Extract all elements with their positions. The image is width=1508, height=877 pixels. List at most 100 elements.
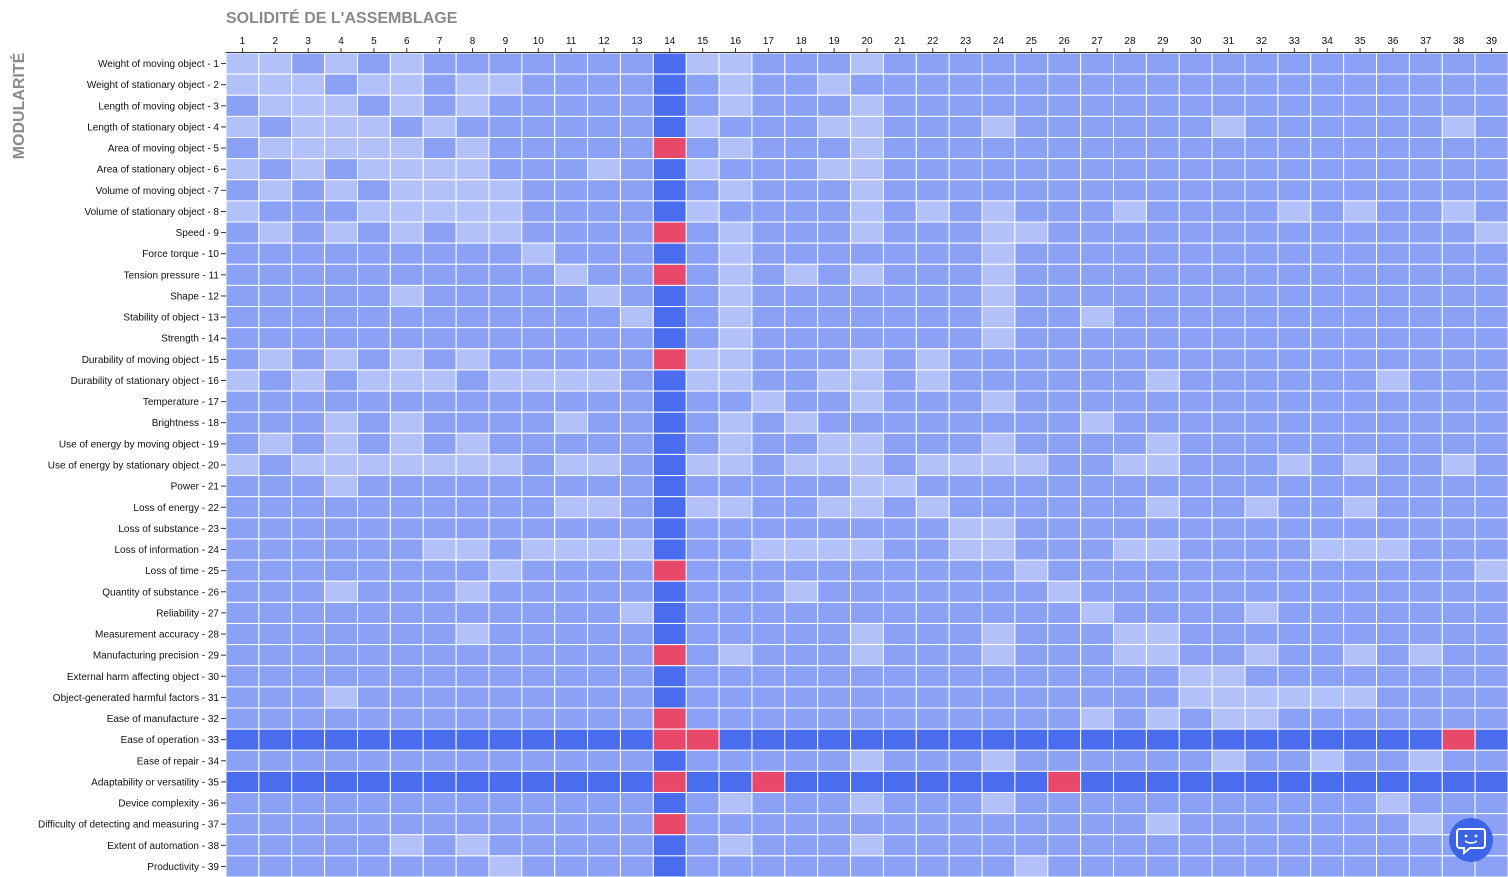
heat-cell — [948, 327, 983, 350]
heat-cell — [1474, 432, 1508, 455]
heat-cell — [817, 242, 852, 265]
heat-cell — [1343, 538, 1378, 561]
heat-cell — [1310, 158, 1345, 181]
heat-cell — [1310, 855, 1345, 877]
heat-cell — [554, 327, 589, 350]
heat-cell — [1014, 644, 1049, 667]
x-tick-label: 38 — [1453, 36, 1465, 47]
heat-cell — [324, 369, 358, 392]
heat-cell — [225, 52, 260, 75]
heat-cell — [850, 749, 884, 772]
heat-cell — [258, 411, 293, 434]
heat-cell — [1376, 348, 1410, 371]
y-tick-label: Quantity of substance - 26 — [102, 587, 219, 598]
heat-cell — [1474, 622, 1508, 646]
heat-cell — [1145, 348, 1180, 371]
heat-cell — [1343, 432, 1378, 455]
heat-cell — [619, 622, 654, 646]
heat-cell — [981, 475, 1016, 498]
heat-cell — [488, 327, 523, 350]
heat-cell — [685, 601, 720, 624]
heat-cell — [225, 707, 260, 730]
heat-cell — [258, 834, 293, 857]
heat-cell — [652, 580, 687, 603]
heat-cell — [619, 390, 654, 413]
chat-icon-smile[interactable] — [1464, 840, 1478, 844]
heat-cell — [455, 855, 490, 877]
heat-cell — [389, 475, 424, 498]
heat-cell — [488, 432, 523, 455]
heat-cell — [291, 707, 326, 730]
heat-cell — [1343, 453, 1378, 477]
heat-cell — [882, 475, 917, 498]
y-tick-label: Use of energy by stationary object - 20 — [48, 461, 220, 472]
heat-cell — [356, 728, 391, 751]
heat-cell — [1441, 369, 1476, 392]
heat-cell — [1408, 644, 1443, 667]
heat-cell — [356, 137, 391, 160]
heat-cell — [1277, 475, 1312, 498]
heat-cell — [324, 453, 358, 477]
heat-cell — [685, 221, 720, 244]
heat-cell — [1080, 475, 1115, 498]
heat-cell — [1408, 580, 1443, 603]
heat-cell — [1178, 791, 1213, 815]
heat-cell — [1113, 432, 1147, 455]
heat-cell — [685, 559, 720, 582]
heat-cell — [554, 432, 589, 455]
heat-cell — [587, 221, 621, 244]
heat-cell — [652, 390, 687, 413]
heat-cell — [1441, 432, 1476, 455]
heat-cell — [587, 834, 621, 857]
heat-cell — [882, 327, 917, 350]
heat-cell — [1310, 200, 1345, 223]
x-tick-label: 2 — [273, 36, 279, 47]
chat-icon-eye[interactable] — [1464, 834, 1468, 838]
heat-cell — [291, 200, 326, 223]
heat-cell — [619, 580, 654, 603]
heat-cell — [619, 52, 654, 75]
heat-cell — [718, 242, 753, 265]
heat-cell — [1310, 496, 1345, 519]
heat-cell — [817, 728, 852, 751]
heat-cell — [915, 411, 950, 434]
heat-cell — [981, 94, 1016, 117]
heat-cell — [1178, 770, 1213, 793]
heat-cell — [1408, 496, 1443, 519]
heat-cell — [1343, 644, 1378, 667]
heat-cell — [1080, 517, 1115, 540]
heat-cell — [1277, 284, 1312, 308]
y-tick-label: Difficulty of detecting and measuring - … — [38, 820, 219, 831]
heat-cell — [1408, 73, 1443, 96]
heat-cell — [817, 327, 852, 350]
heat-cell — [1211, 601, 1246, 624]
heat-cell — [488, 158, 523, 181]
chat-icon[interactable] — [1456, 828, 1486, 856]
heat-cell — [356, 73, 391, 96]
heat-cell — [258, 538, 293, 561]
chat-icon-eye[interactable] — [1474, 834, 1478, 838]
heat-cell — [915, 369, 950, 392]
heat-cell — [784, 728, 819, 751]
heat-cell — [882, 115, 917, 139]
heat-cell — [1474, 644, 1508, 667]
heat-cell — [356, 622, 391, 646]
heat-cell — [718, 813, 753, 836]
heat-cell — [882, 306, 917, 329]
heat-cell — [1277, 411, 1312, 434]
heat-cell — [882, 411, 917, 434]
heat-cell — [882, 538, 917, 561]
heat-cell — [718, 580, 753, 603]
chat-button[interactable] — [1449, 818, 1493, 862]
heat-cell — [225, 348, 260, 371]
heat-cell — [1047, 770, 1082, 793]
heat-cell — [882, 369, 917, 392]
heat-cell — [1178, 94, 1213, 117]
heat-cell — [258, 770, 293, 793]
heat-cell — [915, 580, 950, 603]
heat-cell — [521, 390, 556, 413]
heat-cell — [1014, 137, 1049, 160]
y-tick-label: Strength - 14 — [161, 334, 219, 345]
chat-button-bg[interactable] — [1449, 818, 1493, 862]
heat-cell — [258, 306, 293, 329]
